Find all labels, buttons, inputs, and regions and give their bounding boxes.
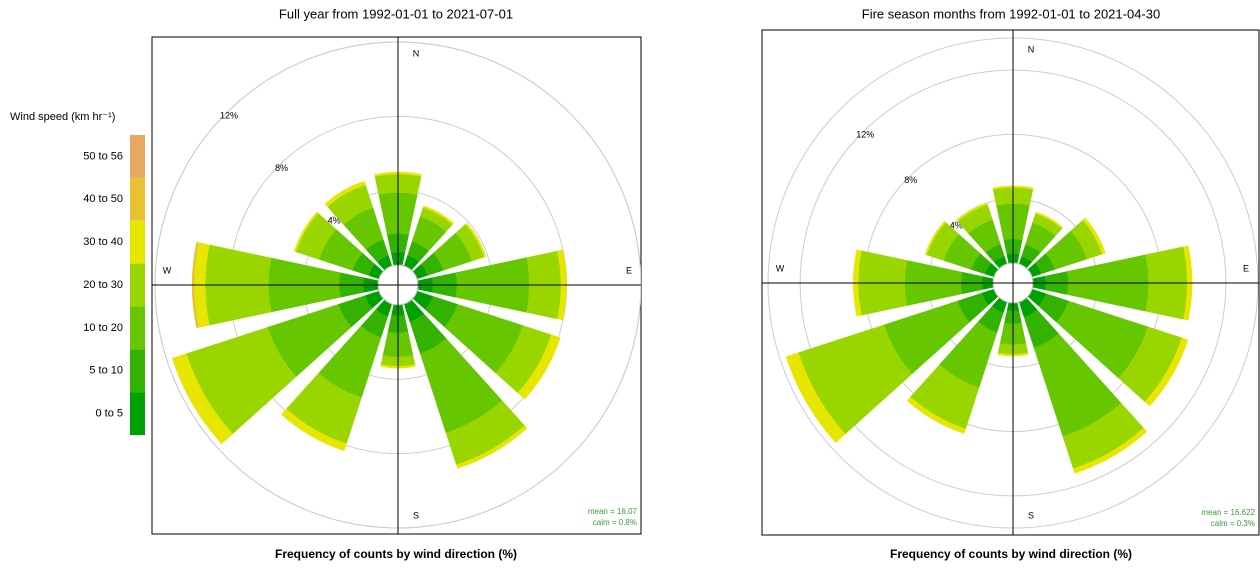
- plot-area: 4% 8% 12% N E S W: [152, 37, 641, 534]
- legend-title: Wind speed (km hr⁻¹): [10, 111, 115, 123]
- petal-segment: [924, 220, 946, 256]
- petal-segment: [374, 171, 422, 177]
- petal-segment: [191, 241, 199, 329]
- ring-label: 12%: [220, 110, 238, 120]
- petal-segment: [456, 425, 528, 469]
- petal-segment: [992, 185, 1034, 190]
- direction-label: S: [413, 510, 419, 520]
- petal-segment: [1072, 427, 1148, 474]
- petal-segment: [997, 352, 1029, 357]
- ring-label: 4%: [328, 215, 341, 225]
- annotation: calm = 0.8%: [593, 518, 637, 527]
- petal-segment: [324, 180, 366, 207]
- ring-label: 4%: [950, 221, 963, 231]
- legend-label: 0 to 5: [95, 407, 123, 419]
- legend-swatch: [130, 306, 145, 350]
- direction-label: S: [1028, 510, 1034, 520]
- petal-segment: [293, 211, 319, 253]
- petal-segment: [785, 352, 846, 443]
- petal-segment: [1082, 217, 1106, 255]
- direction-label: E: [1243, 263, 1249, 273]
- direction-label: W: [163, 265, 172, 275]
- chart-title: Fire season months from 1992-01-01 to 20…: [862, 6, 1160, 21]
- legend-swatch: [130, 177, 145, 221]
- legend-swatch: [130, 135, 145, 178]
- direction-label: N: [1028, 44, 1035, 54]
- petal-segment: [517, 334, 561, 400]
- legend-label: 10 to 20: [83, 322, 123, 334]
- ring-label: 8%: [904, 175, 917, 185]
- legend-label: 50 to 56: [83, 150, 123, 162]
- annotation: mean = 16.07: [588, 507, 638, 516]
- x-axis-label: Frequency of counts by wind direction (%…: [890, 547, 1132, 561]
- direction-label: N: [413, 48, 420, 58]
- legend-swatch: [130, 349, 145, 393]
- direction-label: W: [776, 263, 785, 273]
- legend-label: 20 to 30: [83, 279, 123, 291]
- petal-segment: [281, 408, 347, 452]
- annotation: calm = 0.3%: [1211, 519, 1255, 528]
- legend-swatch: [130, 220, 145, 264]
- petal-segment: [1144, 337, 1189, 407]
- ring-label: 8%: [275, 163, 288, 173]
- petal-segment: [956, 202, 988, 222]
- plot-area: 4% 8% 12% N E S W: [762, 30, 1259, 535]
- ring-label: 12%: [856, 130, 874, 140]
- chart-title: Full year from 1992-01-01 to 2021-07-01: [279, 6, 513, 21]
- annotation: mean = 16.622: [1201, 508, 1255, 517]
- legend-label: 40 to 50: [83, 193, 123, 205]
- x-axis-label: Frequency of counts by wind direction (%…: [275, 547, 517, 561]
- direction-label: E: [626, 265, 632, 275]
- petal-segment: [464, 222, 487, 258]
- petal-segment: [171, 353, 233, 445]
- legend-label: 5 to 10: [89, 365, 123, 377]
- petal-segment: [422, 205, 455, 225]
- legend-swatch: [130, 263, 145, 307]
- petal-segment: [1035, 211, 1064, 230]
- petal-segment: [906, 396, 966, 434]
- legend-label: 30 to 40: [83, 236, 123, 248]
- legend-swatch: [130, 392, 145, 435]
